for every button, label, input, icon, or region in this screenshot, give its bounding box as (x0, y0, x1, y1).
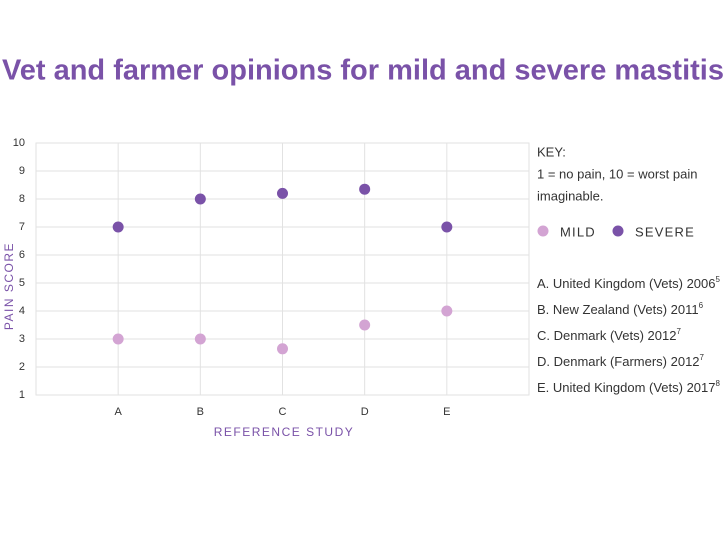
study-entry: E. United Kingdom (Vets) 20178 (537, 379, 721, 395)
study-text: A. United Kingdom (Vets) 2006 (537, 276, 716, 291)
plot-border (35, 142, 530, 396)
y-tick-label: 7 (19, 221, 25, 233)
study-ref: 8 (716, 379, 721, 388)
point (441, 305, 453, 317)
y-tick-label: 3 (19, 333, 25, 345)
study-text: D. Denmark (Farmers) 2012 (537, 354, 700, 369)
legend-swatch (612, 225, 624, 237)
key-title: KEY: (537, 144, 566, 159)
point (277, 343, 288, 355)
y-tick-label: 2 (19, 361, 25, 373)
study-ref: 5 (716, 275, 721, 284)
study-text: C. Denmark (Vets) 2012 (537, 328, 676, 343)
point (441, 221, 453, 233)
point (194, 333, 206, 345)
study-entry: D. Denmark (Farmers) 20127 (537, 353, 705, 369)
study-text: B. New Zealand (Vets) 2011 (537, 302, 699, 317)
study-ref: 6 (699, 301, 704, 310)
y-tick-label: 1 (19, 389, 25, 401)
study-entry: B. New Zealand (Vets) 20116 (537, 301, 704, 317)
point (112, 221, 124, 233)
study-ref: 7 (700, 353, 705, 362)
x-tick-label: A (114, 406, 122, 418)
y-tick-label: 4 (19, 305, 25, 317)
study-text: E. United Kingdom (Vets) 2017 (537, 380, 716, 395)
point (112, 333, 124, 345)
legend-swatch (537, 225, 549, 237)
chart-title: Vet and farmer opinions for mild and sev… (2, 55, 724, 87)
y-tick-label: 8 (19, 193, 25, 205)
y-axis-label: PAIN SCORE (2, 242, 16, 330)
y-tick-label: 9 (19, 165, 25, 177)
legend-label: SEVERE (635, 224, 695, 239)
point (277, 187, 288, 199)
x-tick-label: D (361, 406, 369, 418)
study-ref: 7 (676, 327, 681, 336)
x-axis-label: REFERENCE STUDY (214, 425, 355, 439)
legend-label: MILD (560, 224, 596, 239)
key-text: imaginable. (537, 188, 604, 203)
x-tick-label: E (443, 406, 450, 418)
x-tick-label: C (279, 406, 287, 418)
study-entry: C. Denmark (Vets) 20127 (537, 327, 681, 343)
point (359, 183, 371, 195)
y-tick-label: 5 (19, 277, 25, 289)
y-tick-label: 6 (19, 249, 25, 261)
x-tick-label: B (197, 406, 204, 418)
y-tick-label: 10 (13, 137, 25, 149)
study-entry: A. United Kingdom (Vets) 20065 (537, 275, 721, 291)
point (194, 193, 206, 205)
key-text: 1 = no pain, 10 = worst pain (537, 166, 697, 181)
point (359, 319, 371, 331)
